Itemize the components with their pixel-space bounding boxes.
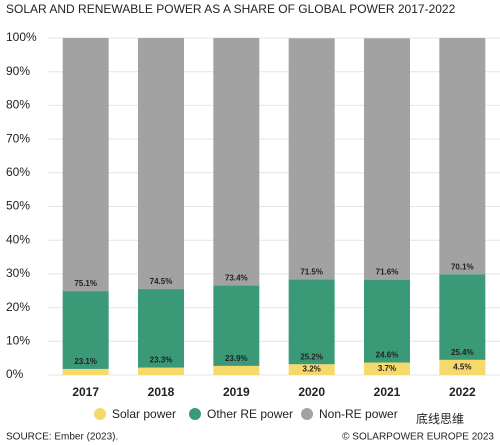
data-label: 3.2% bbox=[303, 365, 321, 374]
bar-segment bbox=[213, 285, 260, 366]
y-tick-label: 40% bbox=[6, 232, 30, 246]
x-tick-label: 2020 bbox=[298, 385, 325, 399]
bar-segment bbox=[138, 289, 184, 368]
x-tick-label: 2019 bbox=[223, 385, 250, 399]
data-label: 24.6% bbox=[376, 351, 399, 360]
y-tick-label: 90% bbox=[6, 64, 30, 78]
credit: © SOLARPOWER EUROPE 2023 bbox=[342, 432, 494, 443]
bar-segment bbox=[439, 359, 486, 375]
bar-segment bbox=[439, 38, 486, 275]
data-label: 23.9% bbox=[225, 354, 248, 363]
bar-segment bbox=[62, 368, 109, 375]
bar-segment bbox=[288, 38, 335, 280]
data-label: 71.6% bbox=[376, 268, 399, 277]
data-label: 75.1% bbox=[74, 279, 97, 288]
y-tick-label: 20% bbox=[6, 300, 30, 314]
x-tick-label: 2022 bbox=[449, 385, 476, 399]
y-tick-label: 30% bbox=[6, 266, 30, 280]
x-tick-label: 2017 bbox=[72, 385, 99, 399]
x-tick-label: 2018 bbox=[148, 385, 175, 399]
data-label: 3.7% bbox=[378, 364, 396, 373]
legend-label: Solar power bbox=[112, 407, 176, 421]
data-label: 73.4% bbox=[225, 273, 248, 282]
legend-label: Other RE power bbox=[207, 407, 293, 421]
data-label: 70.1% bbox=[451, 262, 474, 271]
legend-swatch bbox=[189, 408, 201, 420]
legend-swatch bbox=[301, 408, 313, 420]
y-tick-label: 50% bbox=[6, 199, 30, 213]
bar-segment bbox=[138, 38, 184, 290]
data-label: 25.2% bbox=[300, 352, 323, 361]
bar-segment bbox=[364, 279, 410, 363]
y-tick-label: 70% bbox=[6, 131, 30, 145]
bar-segment bbox=[213, 38, 260, 286]
bar-segment bbox=[288, 279, 335, 365]
y-tick-label: 0% bbox=[6, 367, 24, 381]
y-tick-label: 100% bbox=[6, 30, 37, 44]
bar-segment bbox=[288, 364, 335, 375]
bar-segment bbox=[62, 38, 109, 292]
legend-swatch bbox=[94, 408, 106, 420]
chart-title: SOLAR AND RENEWABLE POWER AS A SHARE OF … bbox=[6, 2, 456, 16]
bar-segment bbox=[364, 362, 410, 375]
watermark: 底线思维 bbox=[416, 411, 464, 426]
bar-segment bbox=[138, 367, 184, 375]
bar-segment bbox=[439, 274, 486, 360]
data-label: 4.5% bbox=[453, 363, 471, 372]
data-label: 23.3% bbox=[150, 356, 173, 365]
bar-segment bbox=[364, 38, 410, 280]
y-tick-label: 10% bbox=[6, 333, 30, 347]
source: SOURCE: Ember (2023). bbox=[6, 432, 118, 443]
legend-label: Non-RE power bbox=[319, 407, 398, 421]
x-tick-label: 2021 bbox=[374, 385, 401, 399]
bar-segment bbox=[62, 291, 109, 369]
data-label: 25.4% bbox=[451, 348, 474, 357]
data-label: 74.5% bbox=[150, 277, 173, 286]
y-tick-label: 60% bbox=[6, 165, 30, 179]
y-tick-label: 80% bbox=[6, 98, 30, 112]
data-label: 23.1% bbox=[74, 357, 97, 366]
bar-segment bbox=[213, 365, 260, 375]
data-label: 71.5% bbox=[300, 267, 323, 276]
